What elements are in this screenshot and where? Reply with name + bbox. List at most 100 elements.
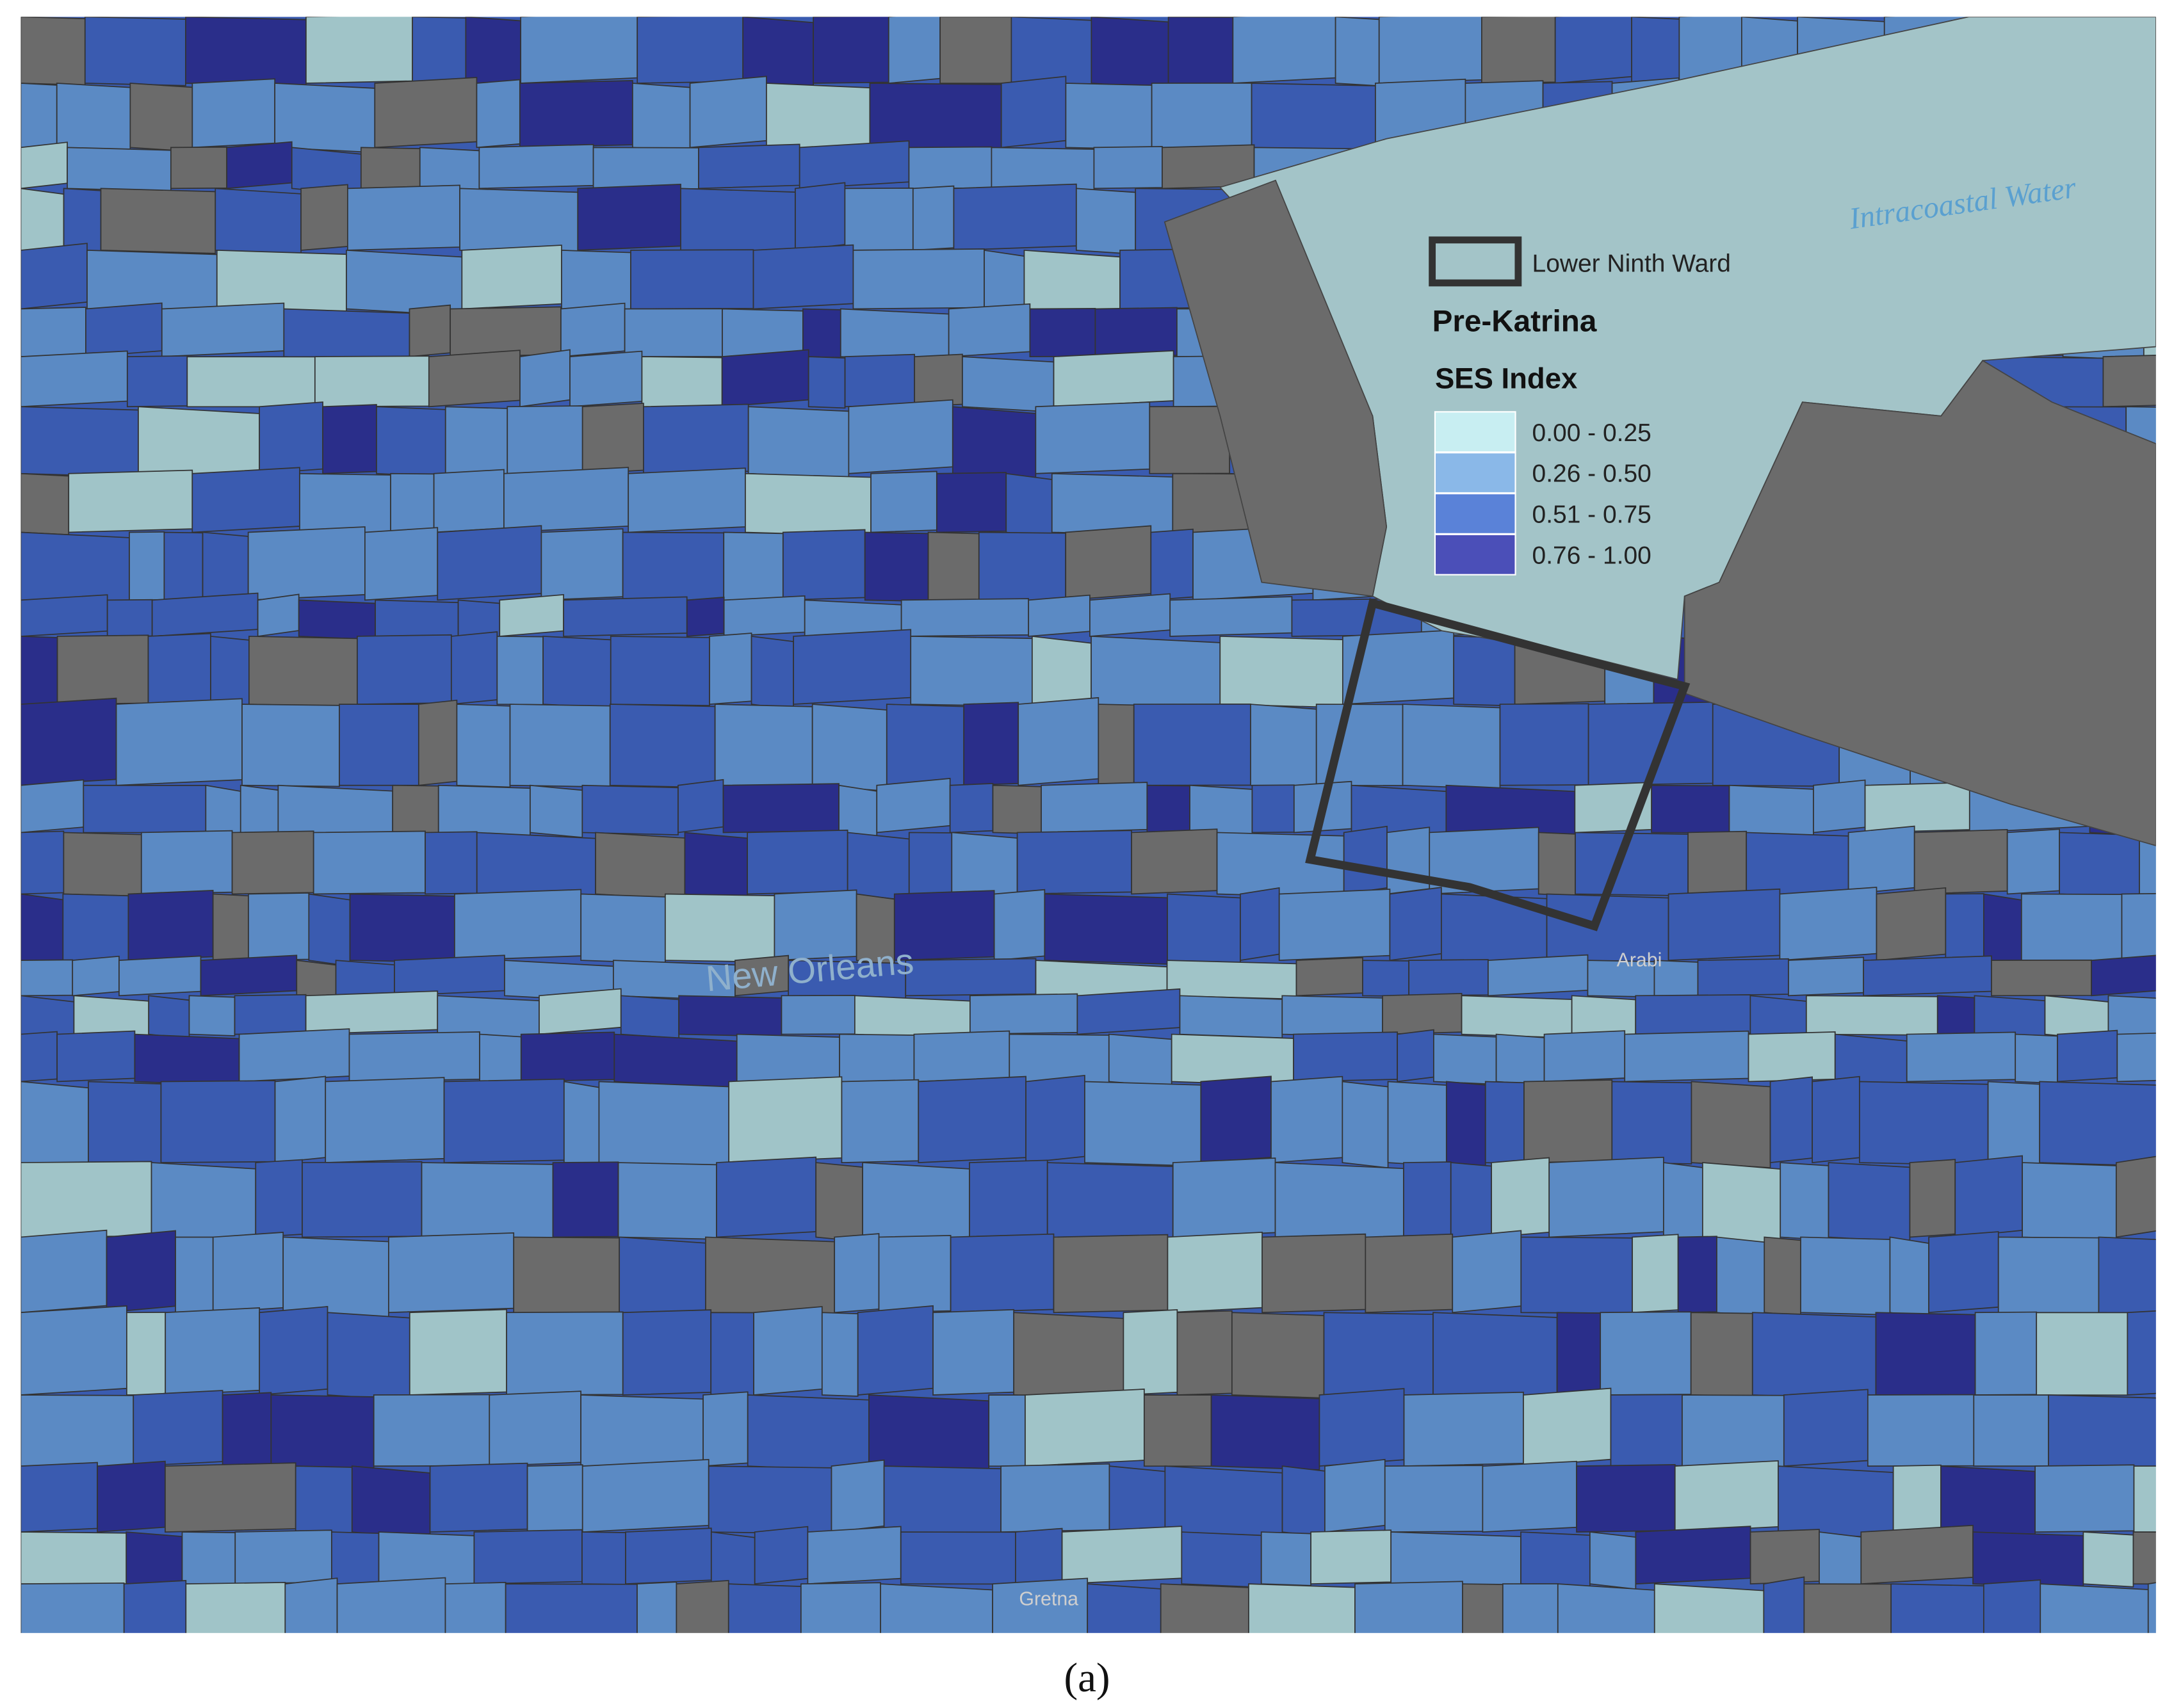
tract <box>63 832 142 897</box>
tract <box>100 188 216 254</box>
tract <box>20 1229 108 1314</box>
tract <box>20 243 88 310</box>
tract <box>20 472 70 536</box>
tract <box>2039 1081 2162 1167</box>
tract <box>1167 1231 1263 1314</box>
tract <box>1098 704 1135 787</box>
tract <box>595 832 686 900</box>
tract <box>2048 1394 2166 1470</box>
tract <box>519 80 633 149</box>
tract <box>1788 956 1864 997</box>
tract <box>298 599 376 640</box>
tract <box>1318 1388 1405 1467</box>
tract <box>513 1236 621 1314</box>
tract <box>951 832 1018 901</box>
tract <box>259 401 323 474</box>
tract <box>255 1159 303 1238</box>
tract <box>2059 832 2140 898</box>
tract <box>1149 405 1231 474</box>
tract <box>165 1307 261 1396</box>
tract <box>698 143 800 189</box>
tract <box>811 704 888 792</box>
tract <box>506 1311 624 1396</box>
tract <box>1402 704 1501 790</box>
tract <box>1828 1162 1911 1243</box>
tract <box>1133 703 1251 786</box>
tract <box>883 1465 1002 1536</box>
tract <box>479 1033 522 1085</box>
tract <box>226 141 293 189</box>
tract <box>409 304 451 358</box>
tract <box>305 13 413 84</box>
tract <box>1716 1236 1765 1318</box>
tract <box>900 598 1030 637</box>
tract <box>886 704 965 789</box>
tract <box>598 1081 730 1169</box>
tract <box>325 1077 445 1163</box>
tract <box>526 1464 583 1533</box>
tract <box>686 597 725 637</box>
tract <box>20 531 130 606</box>
tract <box>569 350 643 408</box>
tract <box>1499 703 1589 786</box>
tract <box>1746 832 1849 898</box>
no-data-area <box>1164 179 1388 597</box>
tract <box>1748 1031 1836 1083</box>
tract <box>186 356 316 408</box>
tract <box>1913 828 2008 895</box>
tract <box>1172 1157 1276 1238</box>
tract <box>1450 1162 1492 1241</box>
tract <box>1408 959 1489 997</box>
tract <box>834 1233 880 1314</box>
tract <box>1928 1231 1999 1314</box>
tract <box>2020 893 2123 962</box>
tract <box>1575 832 1689 897</box>
tract <box>1537 832 1576 896</box>
tract <box>949 783 994 834</box>
legend: Lower Ninth Ward Pre-Katrina SES Index 0… <box>1429 236 1731 576</box>
tract <box>1805 995 1938 1036</box>
tract <box>563 1081 600 1170</box>
tract <box>950 1233 1055 1314</box>
tract <box>20 779 85 834</box>
tract <box>170 146 227 189</box>
tract <box>1293 1031 1399 1083</box>
tract <box>684 832 749 901</box>
tract <box>175 1236 214 1314</box>
tract <box>723 531 784 602</box>
tract <box>234 1529 332 1585</box>
tract <box>1143 1394 1212 1467</box>
tract <box>1864 782 1970 834</box>
tract <box>1892 1464 1942 1533</box>
tract <box>1181 1531 1262 1588</box>
tract <box>20 1462 98 1533</box>
tract <box>799 140 910 189</box>
tract <box>364 527 439 601</box>
tract <box>1342 1081 1389 1169</box>
tract <box>619 1236 706 1319</box>
tract <box>1295 957 1363 997</box>
tract <box>1009 1033 1110 1083</box>
tract <box>20 350 128 408</box>
tract <box>390 472 435 533</box>
tract <box>844 188 914 251</box>
tract <box>728 1076 843 1163</box>
tract <box>1461 995 1573 1039</box>
tract <box>680 188 796 255</box>
tract <box>20 1531 127 1586</box>
tract <box>1005 472 1053 539</box>
tract <box>622 531 725 602</box>
tract <box>210 635 250 709</box>
tract <box>609 704 716 789</box>
tract <box>248 892 310 961</box>
tract <box>20 959 74 997</box>
tract <box>409 1309 507 1396</box>
tract <box>496 636 544 705</box>
tract <box>1023 249 1121 316</box>
tract <box>1028 594 1091 637</box>
tract <box>1520 1236 1633 1314</box>
tract <box>610 636 710 706</box>
tract <box>1389 887 1442 962</box>
tract <box>709 632 752 705</box>
tract <box>1382 993 1463 1035</box>
